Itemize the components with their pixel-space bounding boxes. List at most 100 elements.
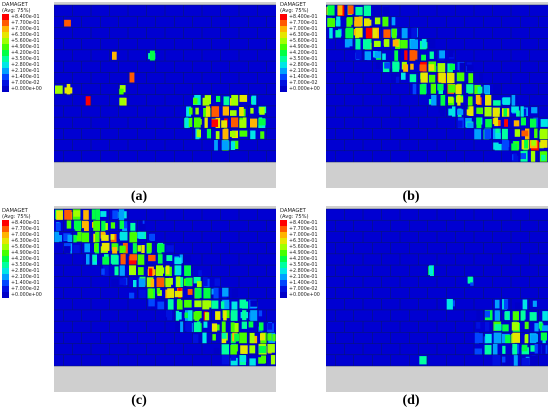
damage-cell [483, 85, 490, 94]
damage-cell [457, 95, 461, 106]
damage-cell [494, 143, 502, 151]
damage-cell [438, 87, 443, 94]
legend-entry: +1.400e-01 [2, 74, 42, 80]
damage-cell [539, 323, 544, 331]
top-beam [54, 206, 276, 209]
damage-cell [363, 5, 371, 17]
legend-swatch [280, 14, 287, 20]
damage-cell [520, 106, 524, 117]
caption-c: (c) [131, 393, 147, 408]
damage-cell [512, 311, 519, 321]
wall-contour-b [326, 2, 548, 188]
legend-swatch [2, 268, 9, 274]
damage-cell [419, 356, 427, 365]
legend-entry: +0.000e+00 [2, 292, 42, 298]
damage-cell [474, 129, 481, 140]
legend-swatch [280, 292, 287, 298]
damage-cell [137, 231, 145, 239]
damage-cell [230, 322, 235, 332]
legend-entry: +2.800e-01 [280, 62, 320, 68]
legend-label: +8.400e-01 [289, 220, 318, 226]
damage-cell [94, 243, 99, 253]
damage-cell [412, 83, 417, 95]
legend-label: +5.600e-01 [11, 38, 40, 44]
damage-cell [467, 98, 472, 106]
damage-cell [355, 38, 361, 50]
legend-swatch [2, 244, 9, 250]
legend-entry: +5.600e-01 [2, 244, 42, 250]
damage-cell [261, 355, 266, 364]
legend-entry: +7.700e-01 [2, 20, 42, 26]
damage-cell [175, 321, 182, 333]
legend-entry: +4.200e-01 [2, 256, 42, 262]
damage-cell [410, 63, 414, 70]
damage-cell [529, 312, 537, 321]
damage-cell [502, 97, 511, 104]
damage-cell [195, 107, 199, 115]
damage-cell [383, 29, 391, 38]
damage-cell [229, 110, 237, 116]
legend-entry: +6.300e-01 [280, 32, 320, 38]
damage-cell [373, 40, 381, 47]
legend-label: +5.600e-01 [11, 244, 40, 250]
damage-cell [167, 299, 174, 310]
legend-entry: +1.400e-01 [280, 74, 320, 80]
damage-cell [241, 301, 249, 309]
damage-cell [366, 28, 371, 39]
legend-swatch [2, 220, 9, 226]
legend-entry: +7.700e-01 [280, 226, 320, 232]
damage-cell [165, 278, 173, 285]
legend-entry: +8.400e-01 [2, 14, 42, 20]
damage-cell [516, 110, 520, 117]
damage-cell [494, 117, 499, 127]
damage-cell [129, 72, 135, 83]
damage-cell [167, 311, 173, 321]
legend-swatch [280, 74, 287, 80]
damage-cell [240, 345, 248, 354]
damage-cell [375, 61, 380, 69]
damage-cell [148, 268, 153, 276]
damage-cell [456, 72, 465, 82]
damage-cell [63, 233, 71, 241]
legend-label: +0.000e+00 [289, 292, 320, 298]
damage-cell [476, 322, 481, 329]
damage-cell [66, 220, 72, 229]
damage-cell [221, 332, 227, 339]
legend-entry: +7.000e-02 [2, 80, 42, 86]
legend-swatch [2, 238, 9, 244]
legend-swatch [2, 44, 9, 50]
damage-cell [216, 95, 221, 102]
legend-entry: +3.500e-01 [2, 56, 42, 62]
legend-swatch [280, 274, 287, 280]
contour-plot [54, 206, 276, 392]
legend-entry: +2.100e-01 [2, 274, 42, 280]
damage-cell [514, 129, 520, 137]
damage-cell [213, 347, 220, 355]
damage-cell [513, 153, 517, 162]
damage-cell [540, 128, 548, 140]
damage-cell [174, 257, 182, 265]
legend-swatch [280, 256, 287, 262]
damage-cell [101, 242, 110, 251]
damage-cell [521, 130, 529, 137]
legend-entry: +5.600e-01 [280, 38, 320, 44]
damage-cell [337, 5, 343, 16]
damage-cell [524, 334, 529, 343]
legend-label: +2.100e-01 [11, 68, 40, 74]
damage-cell [251, 95, 257, 105]
damage-cell [230, 141, 236, 150]
damage-cell [166, 245, 174, 252]
damage-cell [455, 84, 462, 95]
damage-cell [476, 107, 483, 114]
damage-cell [186, 321, 192, 333]
damage-cell [194, 117, 201, 128]
damage-cell [234, 287, 239, 298]
damage-cell [467, 276, 473, 283]
legend-rows: +8.400e-01 +7.700e-01 +7.000e-01 +6.300e-01… [280, 14, 320, 92]
damage-cell [239, 130, 248, 137]
legend-label: +1.400e-01 [11, 74, 40, 80]
legend-label: +3.500e-01 [11, 262, 40, 268]
damage-cell [101, 268, 105, 275]
legend-entry: +8.400e-01 [280, 220, 320, 226]
contour-plot [326, 206, 548, 392]
